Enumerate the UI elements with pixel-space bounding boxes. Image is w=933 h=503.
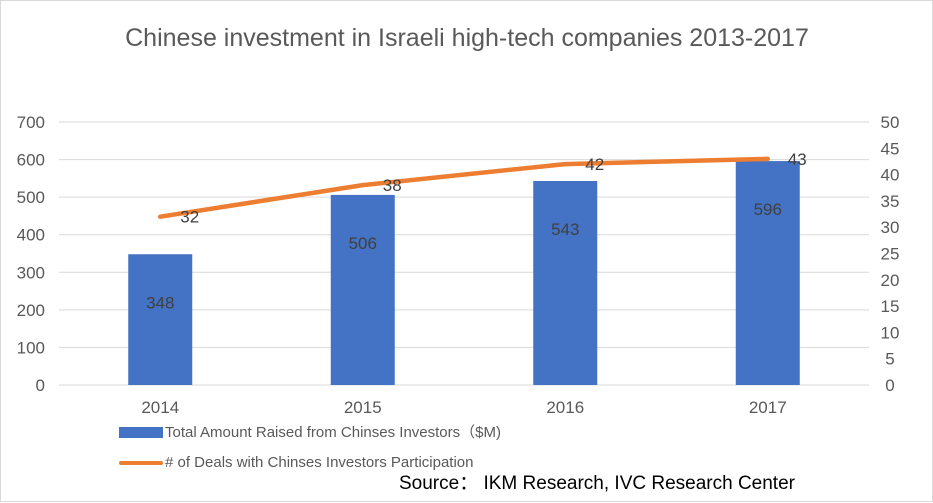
- bar-data-label: 348: [146, 293, 174, 312]
- y-right-tick-label: 30: [881, 218, 900, 237]
- bar-data-label: 506: [349, 234, 377, 253]
- y-right-tick-label: 35: [881, 192, 900, 211]
- y-right-tick-label: 50: [881, 113, 900, 132]
- y-left-tick-label: 600: [17, 151, 45, 170]
- legend-line-swatch: [119, 461, 163, 465]
- line-data-label: 42: [585, 155, 604, 174]
- y-left-tick-label: 0: [36, 376, 45, 395]
- bar: [735, 161, 800, 385]
- y-right-tick-label: 40: [881, 166, 900, 185]
- legend-line-label: # of Deals with Chinses Investors Partic…: [165, 454, 474, 471]
- line-data-label: 32: [180, 208, 199, 227]
- source-note: Source： IKM Research, IVC Research Cente…: [399, 473, 795, 494]
- bar: [533, 180, 598, 385]
- line-data-label: 43: [788, 150, 807, 169]
- y-right-tick-label: 10: [881, 323, 900, 342]
- legend-bar-label: Total Amount Raised from Chinses Investo…: [165, 424, 501, 441]
- y-right-tick-label: 5: [885, 350, 894, 369]
- y-left-tick-label: 300: [17, 263, 45, 282]
- line-data-label: 38: [383, 176, 402, 195]
- bar: [128, 254, 193, 385]
- legend-bar-swatch: [119, 427, 163, 438]
- bar-data-label: 543: [551, 220, 579, 239]
- line-series: [158, 156, 770, 219]
- x-tick-label: 2017: [749, 398, 787, 417]
- y-left-tick-label: 500: [17, 188, 45, 207]
- bar-data-label: 596: [754, 200, 782, 219]
- x-tick-label: 2015: [344, 398, 382, 417]
- y-left-tick-label: 700: [17, 113, 45, 132]
- y-left-tick-label: 400: [17, 226, 45, 245]
- x-tick-label: 2016: [546, 398, 584, 417]
- y-right-tick-label: 15: [881, 297, 900, 316]
- chart-title: Chinese investment in Israeli high-tech …: [125, 24, 809, 52]
- x-tick-label: 2014: [141, 398, 179, 417]
- y-right-tick-label: 20: [881, 271, 900, 290]
- bar: [330, 194, 395, 385]
- y-right-tick-label: 0: [885, 376, 894, 395]
- y-left-tick-label: 100: [17, 338, 45, 357]
- y-right-tick-label: 25: [881, 245, 900, 264]
- y-left-tick-label: 200: [17, 301, 45, 320]
- y-right-tick-label: 45: [881, 139, 900, 158]
